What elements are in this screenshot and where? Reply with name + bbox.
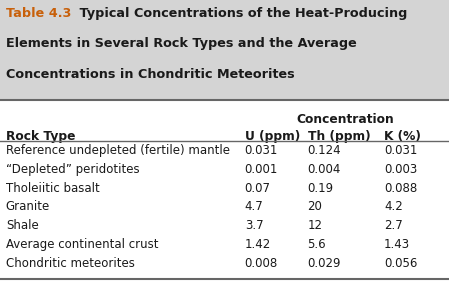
Text: Tholeiitic basalt: Tholeiitic basalt xyxy=(6,182,100,195)
Text: Elements in Several Rock Types and the Average: Elements in Several Rock Types and the A… xyxy=(6,38,357,50)
Text: 0.031: 0.031 xyxy=(245,144,278,157)
Text: 20: 20 xyxy=(308,201,322,213)
Text: 12: 12 xyxy=(308,219,322,232)
Text: Shale: Shale xyxy=(6,219,39,232)
Text: Reference undepleted (fertile) mantle: Reference undepleted (fertile) mantle xyxy=(6,144,230,157)
Text: 0.056: 0.056 xyxy=(384,257,417,270)
Text: 5.6: 5.6 xyxy=(308,238,326,251)
Text: 0.19: 0.19 xyxy=(308,182,334,195)
Text: 0.029: 0.029 xyxy=(308,257,341,270)
Text: 0.003: 0.003 xyxy=(384,163,417,176)
Text: Granite: Granite xyxy=(6,201,50,213)
Text: 0.124: 0.124 xyxy=(308,144,341,157)
Text: Typical Concentrations of the Heat-Producing: Typical Concentrations of the Heat-Produ… xyxy=(75,7,407,20)
Text: U (ppm): U (ppm) xyxy=(245,130,300,143)
Text: 3.7: 3.7 xyxy=(245,219,263,232)
Text: 0.008: 0.008 xyxy=(245,257,278,270)
Text: Rock Type: Rock Type xyxy=(6,130,75,143)
Text: 1.43: 1.43 xyxy=(384,238,410,251)
Text: K (%): K (%) xyxy=(384,130,421,143)
Text: 0.004: 0.004 xyxy=(308,163,341,176)
Text: Average continental crust: Average continental crust xyxy=(6,238,158,251)
Text: 0.001: 0.001 xyxy=(245,163,278,176)
Text: Chondritic meteorites: Chondritic meteorites xyxy=(6,257,135,270)
Text: 2.7: 2.7 xyxy=(384,219,403,232)
Text: 0.088: 0.088 xyxy=(384,182,417,195)
Text: 0.031: 0.031 xyxy=(384,144,417,157)
Text: 4.7: 4.7 xyxy=(245,201,264,213)
Text: 0.07: 0.07 xyxy=(245,182,271,195)
Text: Concentration: Concentration xyxy=(297,113,395,126)
Text: 4.2: 4.2 xyxy=(384,201,403,213)
Text: Table 4.3: Table 4.3 xyxy=(6,7,71,20)
Text: Concentrations in Chondritic Meteorites: Concentrations in Chondritic Meteorites xyxy=(6,68,295,81)
Text: “Depleted” peridotites: “Depleted” peridotites xyxy=(6,163,140,176)
Text: 1.42: 1.42 xyxy=(245,238,271,251)
Text: Th (ppm): Th (ppm) xyxy=(308,130,370,143)
